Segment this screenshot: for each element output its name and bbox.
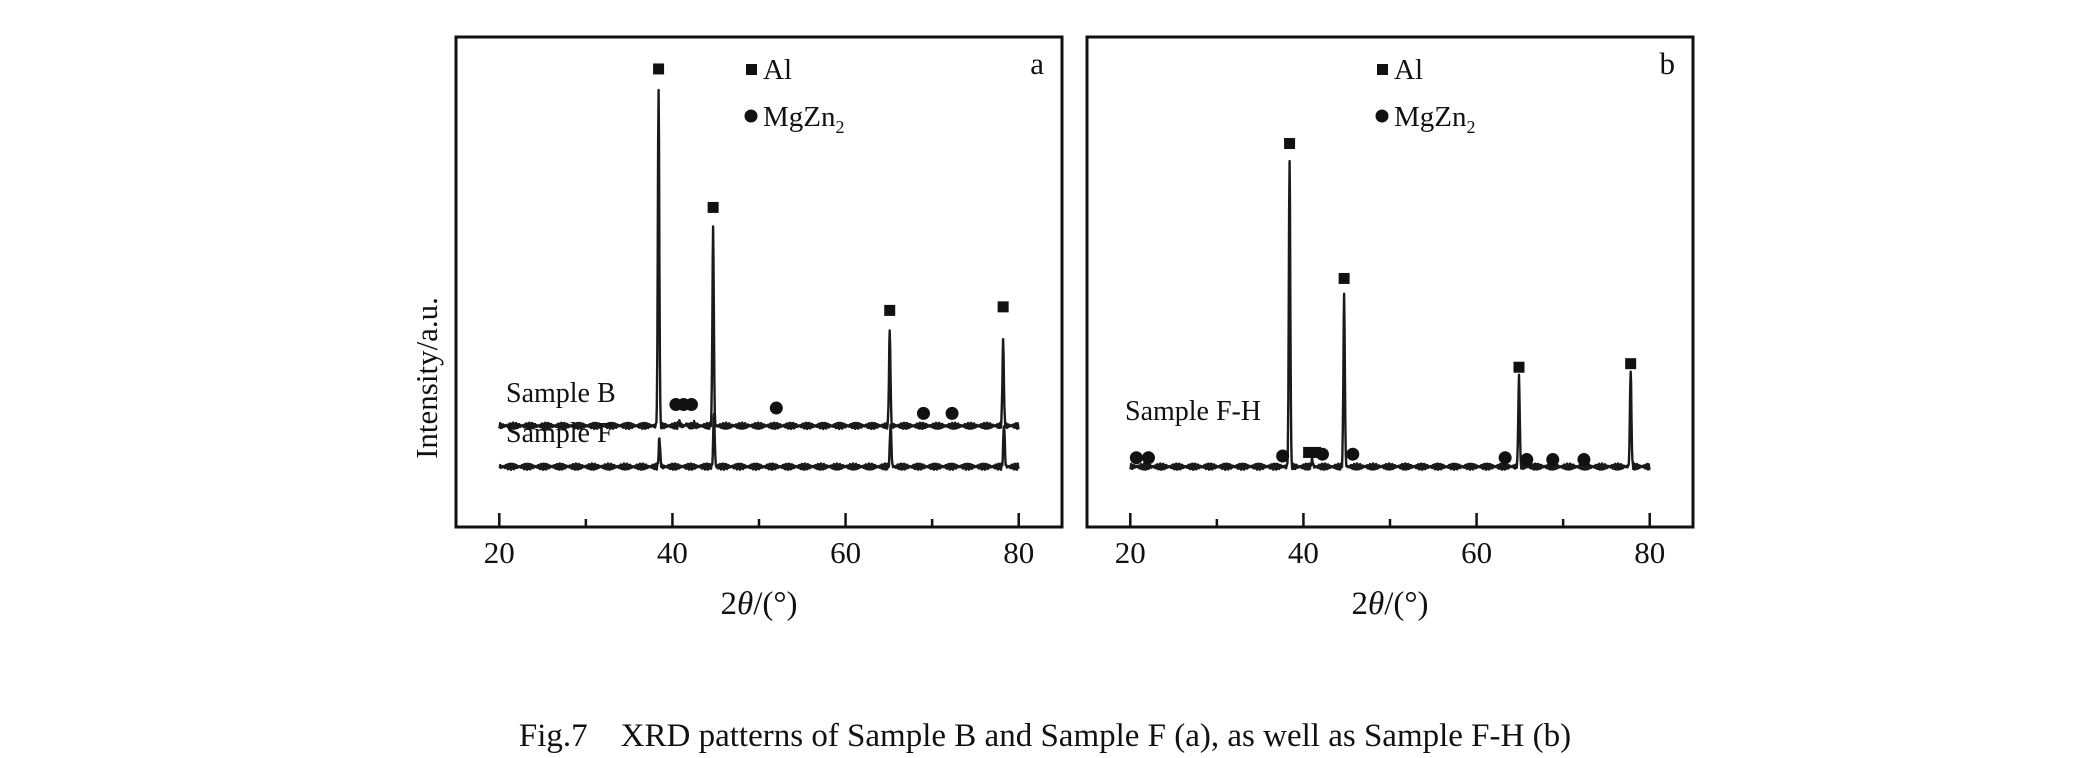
series-label: Sample F-H [1125, 396, 1261, 427]
al-peak-marker [1303, 446, 1315, 458]
al-peak-marker [1310, 446, 1322, 458]
legend-circle-icon [744, 109, 758, 123]
mgzn2-peak-marker [1520, 453, 1534, 467]
mgzn2-peak-marker [1315, 447, 1329, 461]
panel-label: b [1660, 46, 1676, 81]
mgzn2-peak-marker [1141, 451, 1155, 465]
al-peak-marker [1284, 138, 1296, 150]
figure-caption: Fig.7 XRD patterns of Sample B and Sampl… [518, 718, 1572, 754]
panel-a: 20 40 60 80 2θ/(°) a Al MgZn2 Sample B Sample F [454, 35, 1064, 622]
x-tick-label: 20 [484, 535, 515, 570]
legend-label: Al [1394, 54, 1423, 86]
mgzn2-peak-marker [769, 401, 783, 415]
legend-circle-icon [1375, 109, 1389, 123]
mgzn2-peak-marker [1276, 449, 1290, 463]
plot-frame [454, 35, 1064, 529]
x-tick-label: 80 [1003, 535, 1034, 570]
mgzn2-peak-marker [916, 406, 930, 420]
al-peak-marker [1338, 272, 1350, 284]
al-peak-marker [653, 63, 665, 75]
y-axis-label: Intensity/a.u. [409, 297, 444, 459]
al-peak-marker [1625, 358, 1637, 370]
series-trace [498, 412, 1020, 471]
x-axis-label: 2θ/(°) [1351, 586, 1428, 622]
mgzn2-peak-marker [1498, 451, 1512, 465]
plot-frame [1085, 35, 1695, 529]
series-trace [1129, 159, 1651, 471]
xrd-figure: Intensity/a.u. 20 40 60 80 2θ/(°) a Al MgZn2 Sam… [409, 35, 1695, 622]
panel-b: 20 40 60 80 2θ/(°) b Al MgZn2 Sample F-H [1085, 35, 1695, 622]
legend-label: MgZn2 [763, 101, 845, 137]
mgzn2-peak-marker [1129, 451, 1143, 465]
al-peak-marker [884, 304, 896, 316]
x-tick-label: 20 [1115, 535, 1146, 570]
mgzn2-peak-marker [945, 406, 959, 420]
series-label: Sample B [506, 378, 616, 409]
x-axis-label: 2θ/(°) [720, 586, 797, 622]
series-label: Sample F [506, 418, 613, 449]
legend-square-icon [746, 64, 757, 75]
mgzn2-peak-marker [1546, 453, 1560, 467]
x-tick-label: 80 [1634, 535, 1665, 570]
x-tick-label: 60 [1461, 535, 1492, 570]
legend-label: Al [763, 54, 792, 86]
panel-label: a [1030, 46, 1044, 81]
legend-label: MgZn2 [1394, 101, 1476, 137]
mgzn2-peak-marker [1577, 453, 1591, 467]
al-peak-marker [1513, 361, 1525, 373]
x-tick-label: 40 [1288, 535, 1319, 570]
al-peak-marker [707, 201, 719, 213]
x-tick-label: 40 [657, 535, 688, 570]
al-peak-marker [997, 301, 1009, 313]
x-tick-label: 60 [830, 535, 861, 570]
series-trace [498, 88, 1020, 431]
legend-square-icon [1377, 64, 1388, 75]
mgzn2-peak-marker [684, 398, 698, 411]
mgzn2-peak-marker [1346, 447, 1360, 461]
